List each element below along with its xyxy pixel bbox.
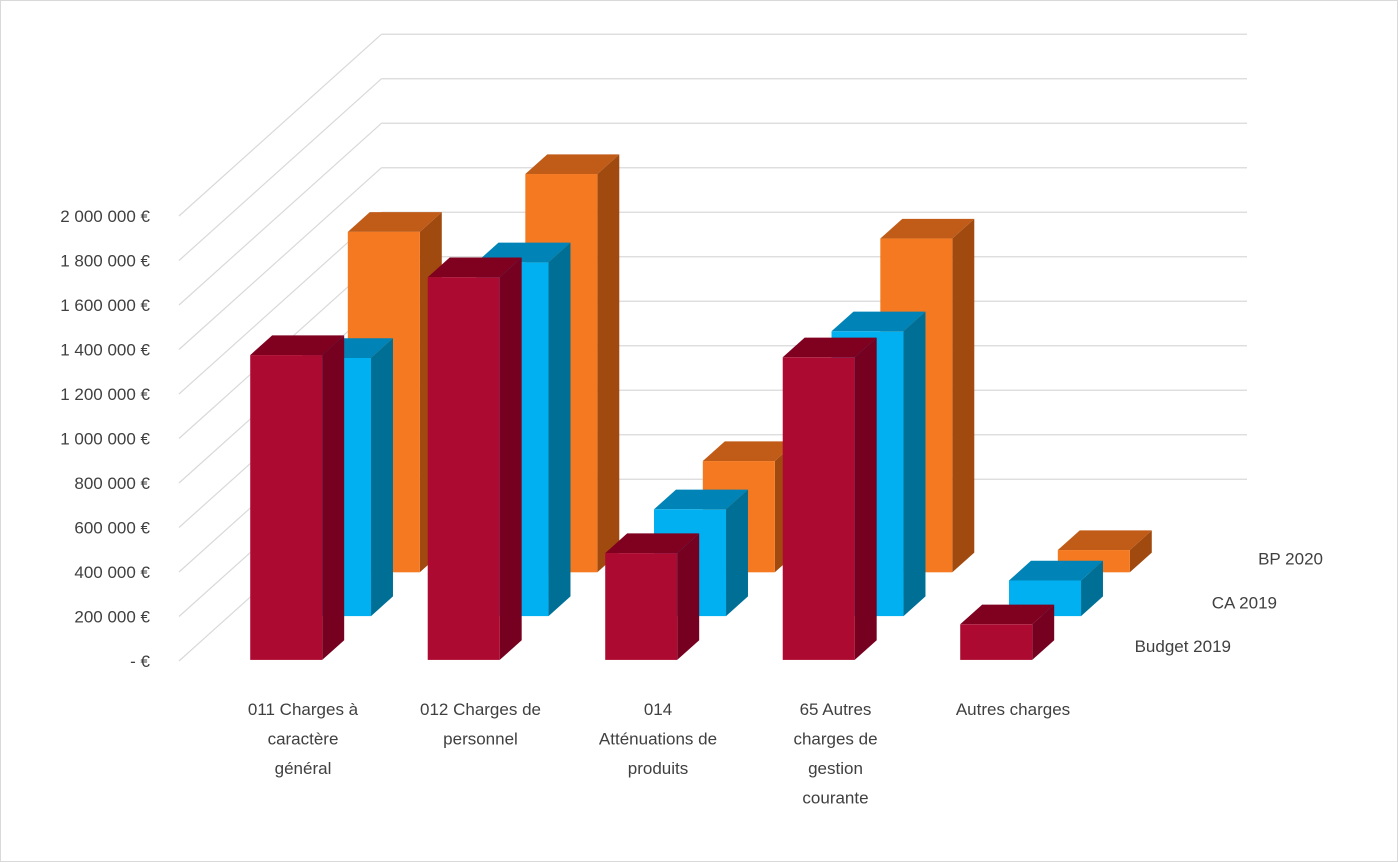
series-axis-label: BP 2020 [1258,549,1323,568]
y-tick-label: 1 400 000 € [60,341,150,360]
bar-side-face [726,489,748,617]
bar-budget-2019 [605,533,700,660]
bar-top-face [525,154,620,175]
bar-top-face [347,212,442,232]
y-tick-label: - € [130,652,150,671]
x-tick-label: Autres charges [956,700,1070,719]
bar-top-face [1057,530,1152,551]
bar-side-face [854,337,877,660]
x-tick-label-line: gestion [808,759,863,778]
bar-side-face [499,257,522,660]
y-tick-label: 400 000 € [74,563,150,582]
bar-top-face [960,604,1055,625]
x-axis-ticks: 011 Charges à caractère général 012 Charges… [248,700,1070,808]
x-tick-label-line: 014 [644,700,672,719]
x-tick-label-line: personnel [443,730,518,749]
y-tick-label: 1 200 000 € [60,385,150,404]
bar-side-face [597,154,620,573]
bar-side-face [677,533,700,660]
y-tick-label: 1 800 000 € [60,252,150,271]
bar-side-face [548,242,571,617]
x-tick-label-line: général [275,759,332,778]
x-tick-label-line: 011 Charges à [248,700,359,719]
bar-top-face [880,218,975,239]
bar-side-face [322,335,345,660]
series-axis-label: Budget 2019 [1135,637,1231,656]
bar-budget-2019 [782,337,877,660]
bar-budget-2019 [250,335,345,660]
y-tick-label: 800 000 € [74,474,150,493]
bar-front-face [250,355,323,660]
bar-side-face [1129,530,1152,573]
bar-top-face [250,335,345,356]
x-tick-label-line: 012 Charges de [420,700,541,719]
y-tick-label: 1 600 000 € [60,296,150,315]
bar-side-face [903,311,926,617]
bar-top-face [782,337,877,358]
y-axis-ticks: - € 200 000 € 400 000 € 600 000 € 800 000 € 1… [60,207,150,671]
x-tick-label: 012 Charges de personnel [420,700,541,749]
x-tick-label-line: produits [628,759,688,778]
bar-budget-2019 [960,604,1055,660]
bar-top-face [1009,560,1103,581]
x-tick-label: 014 Atténuations de produits [599,700,717,778]
bar-top-face [605,533,700,554]
x-tick-label-line: Autres charges [956,700,1070,719]
bar-side-face [952,218,975,573]
gridline-side [178,211,382,395]
bar-front-face [605,553,678,660]
x-tick-label-line: caractère [268,730,339,749]
bar-front-face [960,624,1033,660]
gridline-side [178,78,382,261]
bar-top-face [831,311,926,332]
x-tick-label-line: charges de [793,730,877,749]
bar-side-face [1032,604,1055,660]
bar-side-face [1081,560,1103,617]
x-tick-label-line: Atténuations de [599,730,717,749]
y-tick-label: 200 000 € [74,608,150,627]
bar-top-face [702,441,797,462]
bar-side-face [371,338,393,617]
series-axis-label: CA 2019 [1212,593,1277,612]
gridline-side [178,122,382,306]
x-tick-label: 011 Charges à caractère général [248,700,359,778]
gridline-side [178,167,382,350]
y-tick-label: 1 000 000 € [60,430,150,449]
x-tick-label-line: courante [802,789,868,808]
bar-top-face [427,257,522,278]
gridline-side [178,33,382,217]
bars [250,154,1152,660]
bar-top-face [476,242,571,263]
series-axis-ticks: Budget 2019 CA 2019 BP 2020 [1135,549,1323,656]
x-tick-label: 65 Autres charges de gestion courante [793,700,877,808]
bar-ca-2019 [1009,560,1103,617]
y-tick-label: 600 000 € [74,519,150,538]
bar-top-face [654,489,748,510]
bar-front-face [782,357,855,660]
y-tick-label: 2 000 000 € [60,207,150,226]
x-tick-label-line: 65 Autres [800,700,872,719]
bar-front-face [427,277,500,660]
bar-budget-2019 [427,257,522,660]
